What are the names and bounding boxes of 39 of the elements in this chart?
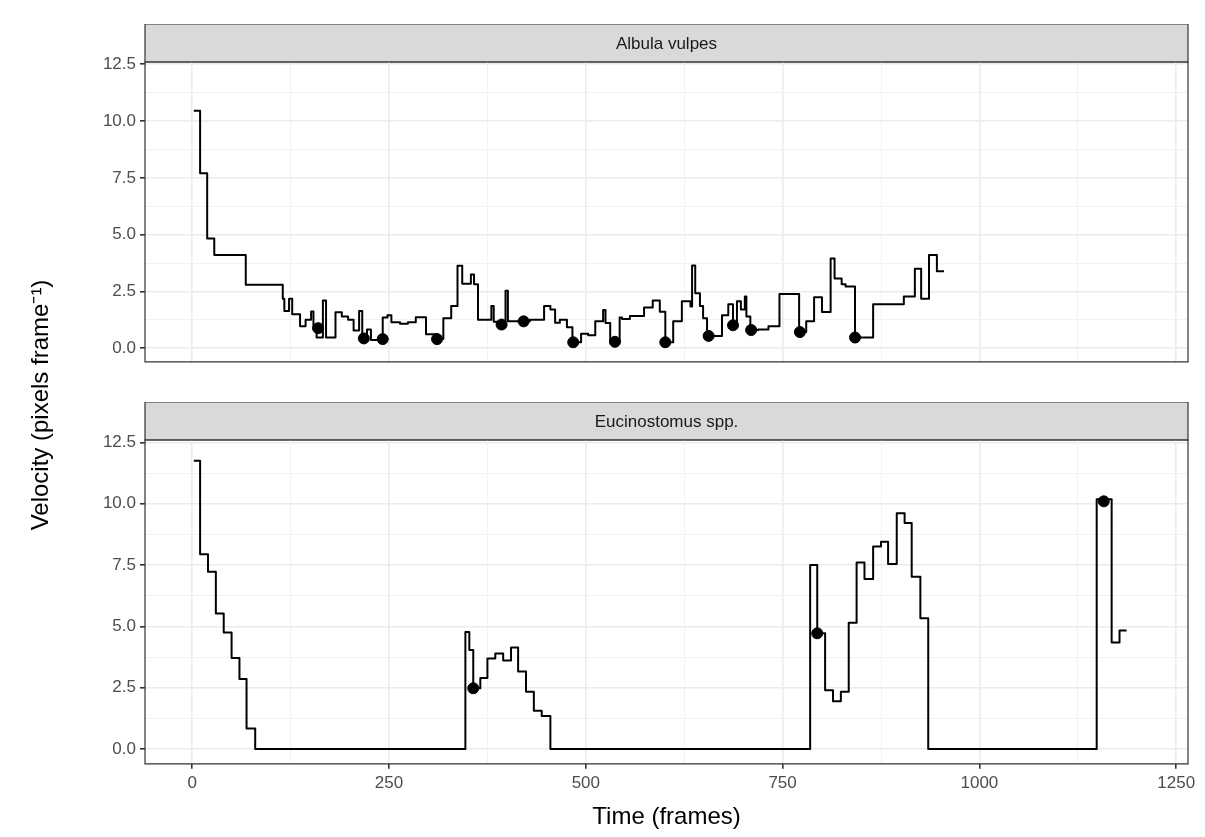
x-tick-label: 1250 [1157, 772, 1196, 792]
x-tick-label: 1000 [960, 772, 999, 792]
y-tick-label: 7.5 [112, 167, 136, 187]
y-tick-label: 2.5 [112, 281, 136, 301]
y-tick-label: 12.5 [102, 53, 136, 73]
point [745, 324, 758, 336]
y-tick-label: 2.5 [112, 677, 136, 697]
point [702, 329, 715, 342]
point [312, 322, 325, 335]
point [727, 319, 740, 332]
point [608, 335, 621, 348]
point [1097, 495, 1110, 508]
point [811, 627, 824, 640]
x-tick-label: 250 [374, 772, 404, 792]
point [467, 682, 480, 695]
x-axis-title: Time (frames) [592, 802, 741, 830]
x-tick-label: 500 [571, 772, 600, 792]
x-tick-label: 0 [187, 772, 197, 792]
point [659, 336, 672, 349]
point [793, 326, 806, 339]
y-tick-label: 10.0 [102, 110, 136, 130]
y-axis-title: Velocity (pixels frame⁻¹) [24, 279, 54, 531]
y-tick-label: 7.5 [112, 554, 136, 574]
y-tick-label: 12.5 [102, 432, 136, 452]
point [517, 315, 530, 328]
point [495, 318, 508, 331]
y-tick-label: 5.0 [112, 224, 136, 244]
y-tick-label: 5.0 [112, 616, 136, 636]
chart-title: Eucinostomus spp. [594, 411, 739, 431]
y-tick-label: 0.0 [112, 337, 136, 357]
point [849, 331, 862, 344]
point [567, 336, 580, 349]
point [376, 333, 389, 346]
x-tick-label: 750 [768, 772, 797, 792]
point [357, 332, 370, 345]
point [431, 333, 444, 346]
chart-title: Albula vulpes [615, 33, 718, 53]
y-tick-label: 0.0 [112, 738, 136, 758]
y-tick-label: 10.0 [102, 493, 136, 513]
